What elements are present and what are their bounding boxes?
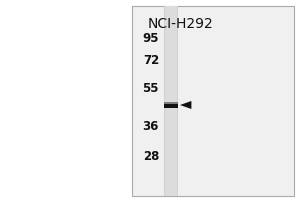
Text: 72: 72 (143, 53, 159, 66)
Text: 55: 55 (142, 82, 159, 95)
Bar (164, 102, 178, 104)
Text: NCI-H292: NCI-H292 (148, 17, 214, 31)
Bar (164, 104, 178, 108)
Bar (132, 6, 294, 196)
Text: 36: 36 (142, 120, 159, 134)
Polygon shape (180, 101, 191, 109)
Bar (164, 6, 178, 196)
Bar (165, 6, 177, 196)
Text: 95: 95 (142, 32, 159, 46)
Text: 28: 28 (142, 150, 159, 162)
